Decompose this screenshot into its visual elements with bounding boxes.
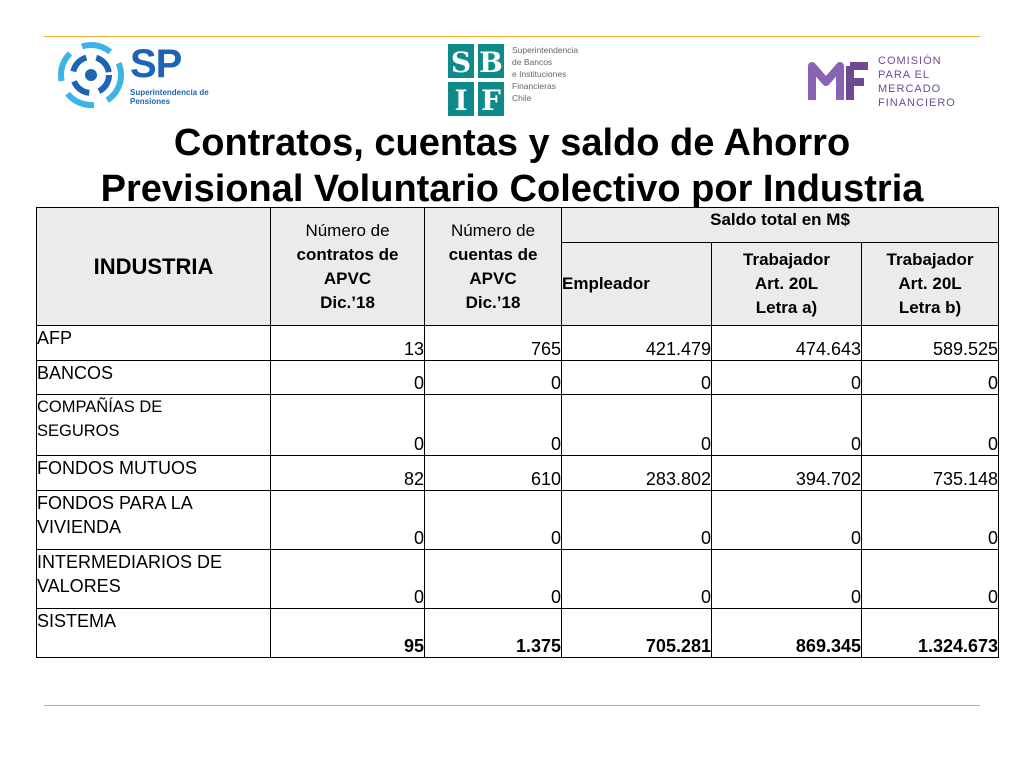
sp-logo-subtitle: Superintendencia de Pensiones bbox=[130, 88, 209, 106]
top-divider bbox=[44, 36, 980, 37]
sbif-logo-subtitle: Superintendencia de Bancos e Institucion… bbox=[512, 45, 579, 103]
header-contratos-line-3: APVC bbox=[323, 268, 372, 288]
row-trabajador-b: 1.324.673 bbox=[860, 608, 1000, 658]
page-title: Contratos, cuentas y saldo de Ahorro Pre… bbox=[0, 120, 1024, 212]
sp-logo-wordmark: SP bbox=[130, 42, 182, 86]
row-industria: INTERMEDIARIOS DE VALORES bbox=[36, 549, 271, 609]
header-cuentas-line-4: Dic.’18 bbox=[465, 292, 521, 312]
header-contratos-line-2: contratos de bbox=[296, 244, 399, 264]
row-trabajador-a: 869.345 bbox=[711, 608, 862, 658]
cmf-logo: COMISIÓN PARA EL MERCADO FINANCIERO bbox=[806, 44, 976, 114]
row-contratos: 13 bbox=[270, 325, 425, 361]
page-title-line-1: Contratos, cuentas y saldo de Ahorro bbox=[173, 122, 851, 164]
cmf-emblem-icon bbox=[808, 62, 868, 100]
industry-table: INDUSTRIA Número de contratos de APVC Di… bbox=[36, 207, 1000, 658]
row-empleador: 0 bbox=[561, 360, 712, 395]
row-empleador: 0 bbox=[561, 490, 712, 550]
header-trabajador-a-line-1: Trabajador bbox=[743, 250, 830, 269]
row-empleador: 283.802 bbox=[561, 455, 712, 491]
header-contratos-line-1: Número de bbox=[305, 220, 390, 240]
table-row: COMPAÑÍAS DE SEGUROS 0 0 0 0 0 bbox=[36, 394, 1000, 456]
svg-text:S: S bbox=[451, 46, 471, 79]
row-trabajador-a: 474.643 bbox=[711, 325, 862, 361]
row-trabajador-b: 735.148 bbox=[860, 455, 1000, 491]
row-trabajador-a: 394.702 bbox=[711, 455, 862, 491]
header-cuentas-line-3: APVC bbox=[469, 268, 517, 288]
table-row-total: SISTEMA 95 1.375 705.281 869.345 1.324.6… bbox=[36, 608, 1000, 658]
row-trabajador-b: 0 bbox=[860, 394, 1000, 456]
row-contratos: 0 bbox=[270, 490, 425, 550]
page-title-line-2: Previsional Voluntario Colectivo por Ind… bbox=[100, 168, 924, 210]
row-cuentas: 1.375 bbox=[424, 608, 562, 658]
row-cuentas: 610 bbox=[424, 455, 562, 491]
row-industria: FONDOS MUTUOS bbox=[36, 455, 271, 491]
sbif-logo: S B I F Superintendencia de Bancos e Ins… bbox=[446, 42, 586, 118]
header-cuentas-line-1: Número de bbox=[450, 220, 536, 240]
row-cuentas: 0 bbox=[424, 490, 562, 550]
header-cuentas-line-2: cuentas de bbox=[448, 244, 538, 264]
sp-emblem-icon bbox=[58, 42, 124, 108]
header-cuentas: Número de cuentas de APVC Dic.’18 bbox=[424, 207, 562, 326]
row-contratos: 0 bbox=[270, 549, 425, 609]
table-row: AFP 13 765 421.479 474.643 589.525 bbox=[36, 325, 1000, 361]
header-empleador: Empleador bbox=[561, 242, 712, 326]
row-contratos: 0 bbox=[270, 394, 425, 456]
row-industria: FONDOS PARA LA VIVIENDA bbox=[36, 490, 271, 550]
svg-text:B: B bbox=[479, 46, 503, 79]
svg-text:I: I bbox=[454, 84, 467, 117]
row-trabajador-b: 589.525 bbox=[860, 325, 1000, 361]
row-cuentas: 765 bbox=[424, 325, 562, 361]
header-contratos: Número de contratos de APVC Dic.’18 bbox=[270, 207, 425, 326]
row-trabajador-b: 0 bbox=[860, 360, 1000, 395]
table-row: BANCOS 0 0 0 0 0 bbox=[36, 360, 1000, 395]
header-trabajador-a: Trabajador Art. 20L Letra a) bbox=[711, 242, 862, 326]
row-cuentas: 0 bbox=[424, 394, 562, 456]
row-empleador: 0 bbox=[561, 394, 712, 456]
bottom-divider bbox=[44, 705, 980, 706]
row-contratos: 0 bbox=[270, 360, 425, 395]
row-trabajador-a: 0 bbox=[711, 549, 862, 609]
row-empleador: 421.479 bbox=[561, 325, 712, 361]
row-industria: SISTEMA bbox=[36, 608, 271, 658]
header-trabajador-a-line-2: Art. 20L bbox=[754, 274, 819, 293]
sp-logo: SP Superintendencia de Pensiones bbox=[56, 40, 216, 112]
header-saldo-total: Saldo total en M$ bbox=[560, 207, 1000, 243]
header-trabajador-b: Trabajador Art. 20L Letra b) bbox=[860, 242, 1000, 326]
row-cuentas: 0 bbox=[424, 549, 562, 609]
header-trabajador-b-line-3: Letra b) bbox=[898, 298, 962, 317]
header-industria: INDUSTRIA bbox=[36, 207, 271, 326]
header-trabajador-b-line-1: Trabajador bbox=[886, 250, 974, 269]
cmf-logo-subtitle: COMISIÓN PARA EL MERCADO FINANCIERO bbox=[878, 55, 956, 109]
row-contratos: 82 bbox=[270, 455, 425, 491]
table-row: FONDOS PARA LA VIVIENDA 0 0 0 0 0 bbox=[36, 490, 1000, 550]
row-trabajador-b: 0 bbox=[860, 549, 1000, 609]
row-contratos: 95 bbox=[270, 608, 425, 658]
row-industria: AFP bbox=[36, 325, 271, 361]
row-trabajador-a: 0 bbox=[711, 394, 862, 456]
row-trabajador-b: 0 bbox=[860, 490, 1000, 550]
row-trabajador-a: 0 bbox=[711, 360, 862, 395]
row-cuentas: 0 bbox=[424, 360, 562, 395]
row-industria: COMPAÑÍAS DE SEGUROS bbox=[36, 394, 271, 456]
table-row: INTERMEDIARIOS DE VALORES 0 0 0 0 0 bbox=[36, 549, 1000, 609]
svg-text:F: F bbox=[481, 84, 501, 117]
row-trabajador-a: 0 bbox=[711, 490, 862, 550]
row-empleador: 0 bbox=[561, 549, 712, 609]
header-contratos-line-4: Dic.’18 bbox=[320, 292, 375, 312]
sbif-emblem-icon: S B I F bbox=[448, 44, 504, 117]
header-trabajador-a-line-3: Letra a) bbox=[755, 298, 818, 317]
table-row: FONDOS MUTUOS 82 610 283.802 394.702 735… bbox=[36, 455, 1000, 491]
row-empleador: 705.281 bbox=[561, 608, 712, 658]
row-industria: BANCOS bbox=[36, 360, 271, 395]
header-trabajador-b-line-2: Art. 20L bbox=[898, 274, 962, 293]
